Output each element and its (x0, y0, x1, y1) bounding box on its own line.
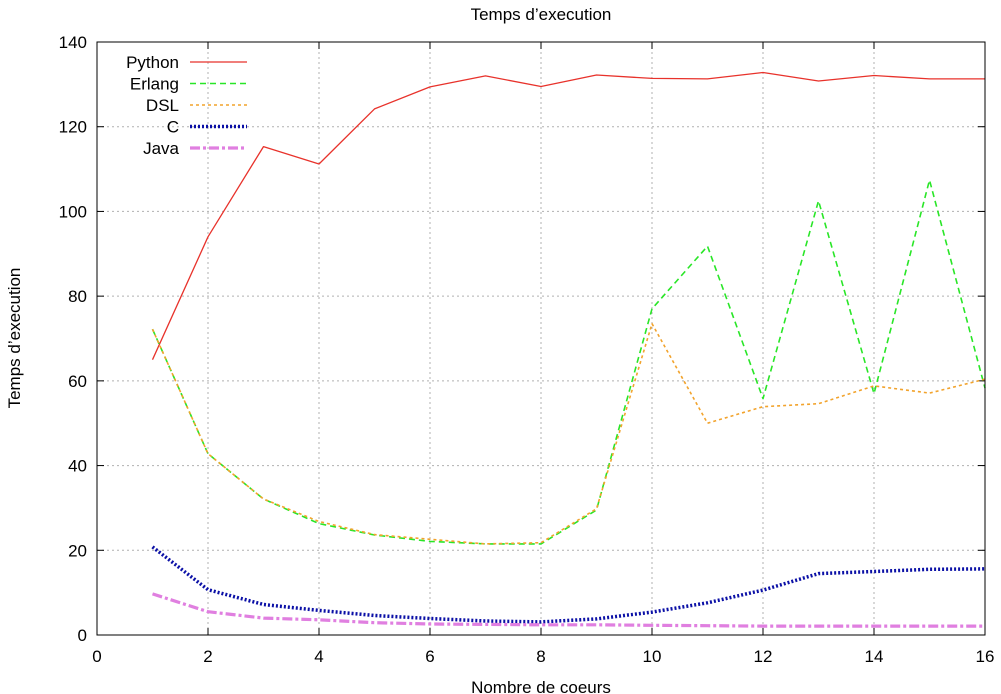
x-tick-label: 2 (203, 647, 212, 666)
series-layer (151, 71, 986, 628)
y-tick-label: 140 (59, 33, 87, 52)
y-tick-label: 40 (68, 457, 87, 476)
y-axis-title: Temps d’execution (5, 268, 24, 409)
x-tick-label: 14 (865, 647, 884, 666)
legend-label-c: C (167, 118, 179, 137)
x-tick-label: 4 (314, 647, 323, 666)
series-line-dsl (151, 322, 986, 545)
x-tick-label: 0 (92, 647, 101, 666)
legend-label-dsl: DSL (146, 96, 179, 115)
chart-title: Temps d’execution (471, 5, 612, 24)
y-tick-label: 120 (59, 118, 87, 137)
legend: Python Erlang DSL C Java (126, 53, 247, 158)
x-tick-label: 10 (643, 647, 662, 666)
series-line-python (151, 71, 985, 360)
x-tick-label: 8 (536, 647, 545, 666)
series-line-erlang (151, 179, 986, 545)
y-tick-label: 60 (68, 372, 87, 391)
x-tick-label: 6 (425, 647, 434, 666)
ticks-layer: 0 2 4 6 8 10 12 14 16 0 20 40 60 80 100 120 140 (59, 33, 995, 666)
series-line-c (151, 545, 986, 624)
legend-label-erlang: Erlang (130, 75, 179, 94)
y-tick-label: 100 (59, 202, 87, 221)
y-tick-label: 80 (68, 287, 87, 306)
plot-frame (96, 41, 986, 636)
series-line-java (152, 592, 985, 628)
y-tick-label: 0 (78, 626, 87, 645)
x-tick-label: 12 (754, 647, 773, 666)
grid-layer (97, 42, 985, 635)
y-tick-label: 20 (68, 541, 87, 560)
legend-label-java: Java (143, 139, 179, 158)
legend-label-python: Python (126, 53, 179, 72)
x-tick-label: 16 (976, 647, 995, 666)
x-axis-title: Nombre de coeurs (471, 678, 611, 694)
